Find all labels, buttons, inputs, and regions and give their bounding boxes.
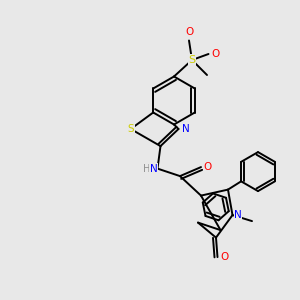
- Text: S: S: [188, 55, 196, 65]
- Text: O: O: [185, 27, 193, 37]
- Text: H: H: [143, 164, 151, 174]
- Text: N: N: [182, 124, 190, 134]
- Text: S: S: [128, 124, 134, 134]
- Text: N: N: [150, 164, 158, 174]
- Text: O: O: [203, 162, 212, 172]
- Text: N: N: [234, 210, 242, 220]
- Text: O: O: [220, 252, 228, 262]
- Text: O: O: [212, 49, 220, 59]
